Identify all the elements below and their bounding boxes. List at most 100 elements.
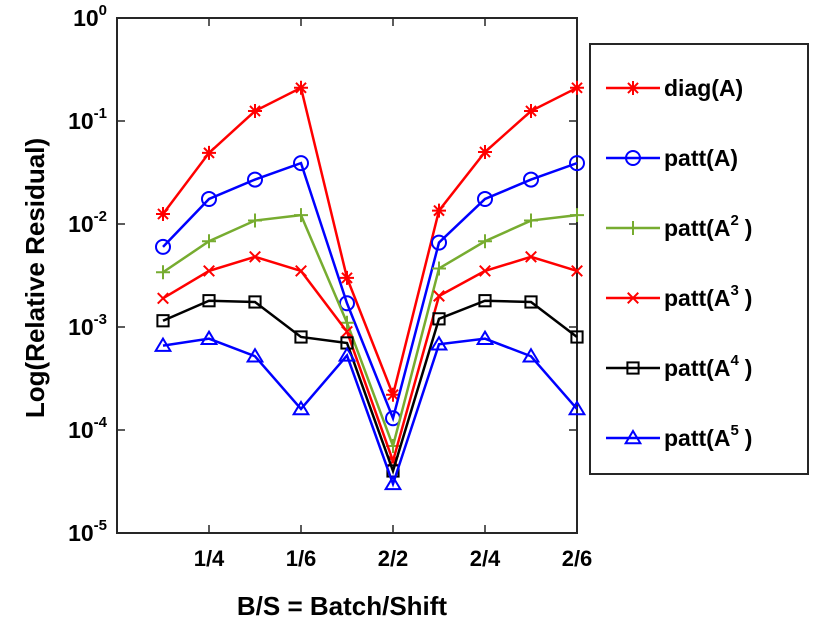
- y-tick-label: 10-4: [68, 414, 108, 443]
- x-tick-label: 1/6: [286, 546, 317, 571]
- data-point: [521, 347, 541, 363]
- legend-box: [589, 43, 809, 475]
- data-point: [293, 155, 309, 172]
- data-point: [433, 290, 445, 302]
- data-point: [156, 314, 170, 328]
- legend-marker: [626, 221, 640, 235]
- data-point: [248, 295, 262, 309]
- y-tick-label: 10-2: [68, 208, 107, 237]
- data-point: [202, 145, 216, 160]
- data-point: [245, 347, 265, 363]
- data-point: [570, 208, 584, 223]
- data-point: [432, 261, 446, 276]
- data-point: [432, 203, 446, 218]
- legend-label: diag(A): [664, 75, 743, 101]
- data-point: [524, 295, 538, 309]
- series-layer: [153, 80, 587, 491]
- legend-entry: patt(A2): [606, 212, 752, 241]
- legend-marker: [627, 292, 639, 304]
- x-axis-label: B/S = Batch/Shift: [237, 591, 448, 621]
- legend-label: patt(A2): [664, 212, 752, 241]
- legend-entry: patt(A5): [606, 422, 752, 451]
- series-6: [153, 329, 587, 491]
- data-point: [294, 208, 308, 223]
- data-point: [247, 171, 263, 188]
- data-point: [249, 250, 261, 263]
- data-point: [294, 330, 308, 344]
- data-point: [525, 250, 537, 263]
- y-tick-label: 100: [73, 2, 107, 31]
- data-point: [340, 315, 354, 330]
- data-point: [291, 400, 311, 416]
- y-tick-label: 10-5: [68, 517, 107, 546]
- data-point: [201, 190, 217, 207]
- plot-box: [116, 17, 578, 534]
- data-point: [429, 335, 449, 351]
- data-point: [295, 265, 307, 277]
- legend-entry: patt(A4): [606, 352, 752, 381]
- data-point: [157, 292, 169, 305]
- series-line: [162, 255, 578, 466]
- x-tick-label: 1/4: [194, 546, 225, 571]
- legend-marker: [626, 81, 640, 95]
- legend-marker: [623, 429, 643, 445]
- data-point: [199, 329, 219, 345]
- legend-label: patt(A3): [664, 282, 752, 311]
- legend-marker: [625, 150, 641, 166]
- legend-entry: diag(A): [606, 75, 743, 101]
- x-tick-label: 2/6: [562, 546, 593, 571]
- data-point: [340, 270, 354, 285]
- data-point: [479, 265, 491, 277]
- data-point: [524, 213, 538, 228]
- legend-marker: [626, 361, 640, 375]
- axes: 1/4 1/6 2/2 2/4 2/6 10-5 10-4 10-3 10-2 10-1 100: [68, 2, 592, 571]
- data-point: [202, 294, 216, 308]
- data-point: [386, 387, 400, 402]
- data-point: [477, 190, 493, 207]
- data-point: [524, 104, 538, 119]
- series-1: [156, 80, 584, 402]
- data-point: [341, 325, 353, 338]
- data-point: [571, 265, 583, 277]
- data-point: [156, 207, 170, 222]
- series-line: [162, 161, 578, 423]
- legend-label: patt(A5): [664, 422, 752, 451]
- series-4: [157, 250, 583, 467]
- data-point: [475, 329, 495, 345]
- data-point: [478, 145, 492, 160]
- x-tick-label: 2/4: [470, 546, 501, 571]
- series-line: [162, 213, 578, 451]
- data-point: [570, 80, 584, 95]
- data-point: [203, 265, 215, 277]
- data-point: [567, 400, 587, 416]
- x-tick-label: 2/2: [378, 546, 409, 571]
- data-point: [478, 294, 492, 308]
- data-point: [523, 171, 539, 188]
- data-point: [202, 234, 216, 249]
- series-line: [162, 299, 578, 475]
- legend-entry: patt(A): [606, 145, 738, 171]
- data-point: [569, 155, 585, 172]
- y-axis-label: Log(Relative Residual): [20, 138, 50, 418]
- data-point: [248, 213, 262, 228]
- data-point: [432, 312, 446, 326]
- data-point: [155, 238, 171, 255]
- data-point: [431, 234, 447, 251]
- legend-label: patt(A): [664, 145, 738, 171]
- data-point: [248, 104, 262, 119]
- data-point: [337, 346, 357, 362]
- y-tick-label: 10-3: [68, 311, 107, 340]
- series-line: [162, 337, 578, 488]
- data-point: [570, 330, 584, 344]
- data-point: [383, 474, 403, 491]
- series-line: [162, 85, 578, 399]
- legend-label: patt(A4): [664, 352, 752, 381]
- legend-entry: patt(A3): [606, 282, 752, 311]
- data-point: [478, 234, 492, 249]
- data-point: [294, 80, 308, 95]
- data-point: [156, 265, 170, 280]
- data-point: [153, 336, 173, 352]
- legend: diag(A) patt(A) patt(A2) patt(A3) patt(A4) pa…: [589, 43, 809, 475]
- y-tick-label: 10-1: [68, 105, 107, 134]
